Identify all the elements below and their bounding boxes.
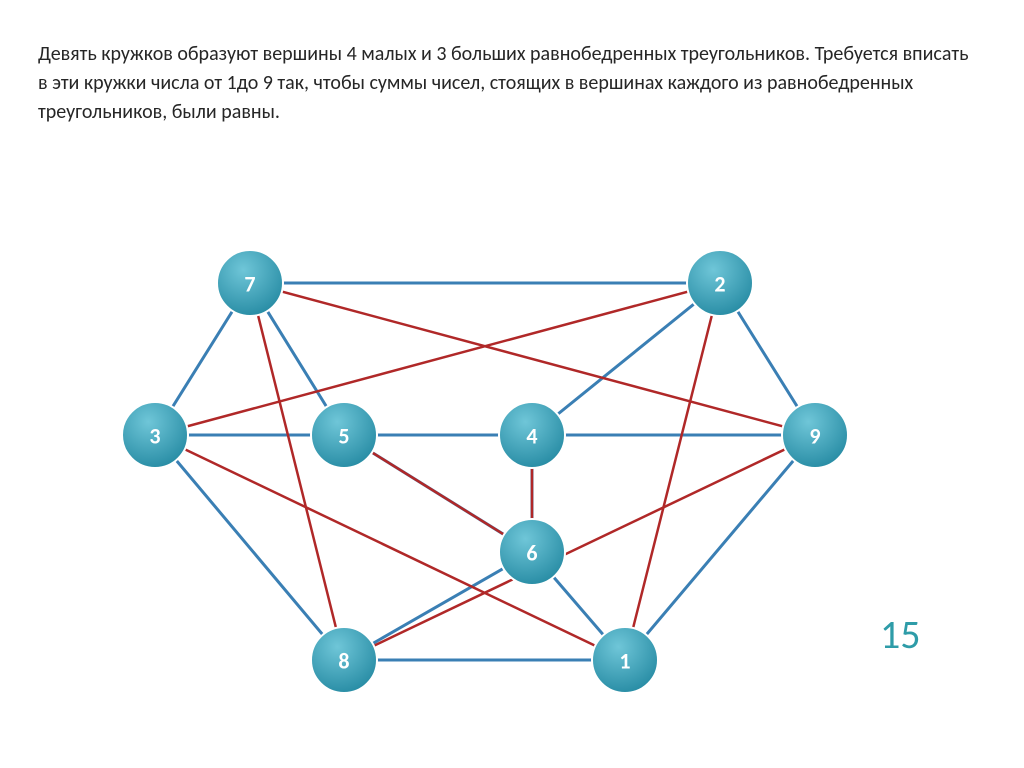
answer-value: 15 [880,610,921,659]
node-label: 9 [809,423,820,450]
node-label: 6 [526,540,537,567]
node-label: 2 [714,271,725,298]
triangle-diagram: 7 2 3 5 4 9 6 8 1 [0,0,1024,768]
node-label: 4 [526,423,537,450]
node-circle: 9 [782,402,848,468]
node-circle: 2 [687,250,753,316]
node-circle: 3 [122,402,188,468]
node-label: 8 [338,648,349,675]
node-circle: 8 [311,627,377,693]
node-label: 5 [338,423,349,450]
node-circle: 4 [499,402,565,468]
node-label: 3 [149,423,160,450]
node-circle: 1 [592,627,658,693]
edge-blue [532,283,720,435]
node-label: 7 [244,271,255,298]
node-circle: 7 [217,250,283,316]
edge-red [344,435,815,660]
edges-layer [155,283,815,660]
node-circle: 6 [499,519,565,585]
node-label: 1 [619,648,630,675]
node-circle: 5 [311,402,377,468]
